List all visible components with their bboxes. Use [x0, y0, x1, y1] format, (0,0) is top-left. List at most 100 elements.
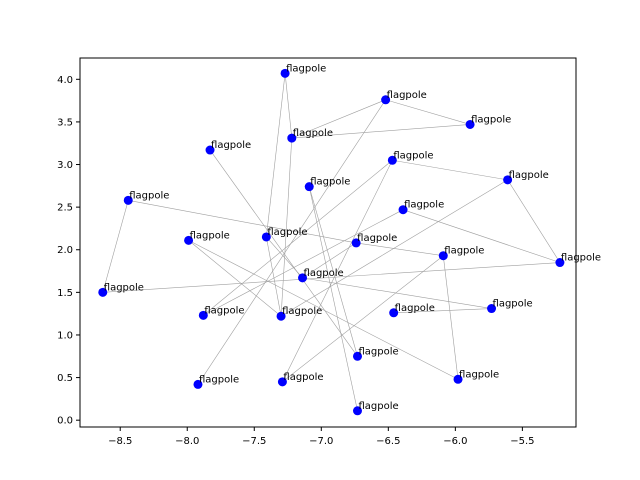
- point-label: flagpole: [387, 90, 427, 101]
- edge-line: [203, 160, 393, 316]
- point-label: flagpole: [293, 128, 333, 139]
- point-label: flagpole: [211, 140, 251, 151]
- edge-line: [302, 277, 492, 309]
- edge-line: [188, 240, 282, 317]
- plot-area-frame: [79, 57, 577, 428]
- data-point: [205, 145, 215, 155]
- edge-line: [392, 159, 508, 181]
- edge-line: [188, 240, 459, 380]
- edge-line: [302, 242, 357, 279]
- edge-line: [209, 149, 358, 357]
- edge-line: [266, 73, 286, 237]
- points-layer: [98, 68, 565, 416]
- data-point: [453, 374, 463, 384]
- edge-line: [102, 200, 129, 293]
- x-tick-label: −8.5: [108, 436, 132, 447]
- edge-line: [385, 99, 471, 125]
- point-label: flagpole: [561, 253, 601, 264]
- point-label: flagpole: [357, 233, 397, 244]
- y-tick-label: 1.0: [57, 330, 73, 341]
- edge-line: [402, 209, 561, 263]
- edge-line: [507, 179, 561, 263]
- point-label: flagpole: [104, 282, 144, 293]
- data-point: [438, 251, 448, 261]
- data-point: [123, 195, 133, 205]
- data-point: [298, 273, 308, 283]
- point-label: flagpole: [199, 374, 239, 385]
- point-label: flagpole: [286, 63, 326, 74]
- data-point: [387, 155, 397, 165]
- point-label: flagpole: [129, 190, 169, 201]
- edge-line: [291, 124, 471, 139]
- point-label: flagpole: [393, 150, 433, 161]
- data-point: [465, 119, 475, 129]
- point-label: flagpole: [310, 177, 350, 188]
- y-tick-label: 1.5: [57, 288, 73, 299]
- edge-line: [284, 73, 293, 139]
- point-labels-layer: flagpole flagpole flagpole flagpole flagpole…: [104, 63, 601, 411]
- point-label: flagpole: [404, 200, 444, 211]
- x-axis: −8.5 −8.0 −7.5 −7.0 −6.5 −6.0 −5.5: [108, 427, 535, 447]
- data-point: [98, 287, 108, 297]
- y-tick-label: 3.0: [57, 160, 73, 171]
- data-point: [503, 175, 513, 185]
- y-tick-label: 2.0: [57, 245, 73, 256]
- data-point: [280, 68, 290, 78]
- y-tick-label: 0.5: [57, 373, 73, 384]
- edge-line: [442, 255, 459, 380]
- edge-line: [266, 236, 282, 317]
- y-axis: 0.0 0.5 1.0 1.5 2.0 2.5 3.0 3.5 4.0: [57, 75, 80, 427]
- point-label: flagpole: [459, 369, 499, 380]
- edge-line: [203, 209, 404, 316]
- y-tick-label: 0.0: [57, 416, 73, 427]
- x-tick-label: −6.5: [376, 436, 400, 447]
- point-label: flagpole: [395, 303, 435, 314]
- data-point: [261, 232, 271, 242]
- point-label: flagpole: [509, 170, 549, 181]
- point-label: flagpole: [204, 305, 244, 316]
- data-point: [398, 205, 408, 215]
- edge-line: [102, 262, 560, 293]
- x-tick-label: −8.0: [175, 436, 199, 447]
- edge-line: [393, 308, 492, 314]
- point-label: flagpole: [304, 268, 344, 279]
- y-tick-label: 3.5: [57, 117, 73, 128]
- data-point: [389, 308, 399, 318]
- point-label: flagpole: [493, 299, 533, 310]
- edge-line: [282, 255, 444, 383]
- point-label: flagpole: [282, 306, 322, 317]
- data-point: [304, 182, 314, 192]
- edge-line: [308, 186, 358, 411]
- data-point: [555, 258, 565, 268]
- edge-line: [356, 242, 444, 257]
- data-point: [184, 235, 194, 245]
- y-tick-label: 4.0: [57, 75, 73, 86]
- data-point: [277, 377, 287, 387]
- point-label: flagpole: [471, 114, 511, 125]
- data-point: [276, 311, 286, 321]
- edge-line: [280, 179, 508, 317]
- edge-line: [280, 138, 293, 317]
- x-tick-label: −5.5: [510, 436, 534, 447]
- data-point: [351, 238, 361, 248]
- data-point: [193, 379, 203, 389]
- y-tick-label: 2.5: [57, 203, 73, 214]
- point-label: flagpole: [190, 230, 230, 241]
- point-label: flagpole: [358, 401, 398, 412]
- x-tick-label: −7.5: [242, 436, 266, 447]
- data-point: [198, 310, 208, 320]
- point-label: flagpole: [444, 246, 484, 257]
- point-label: flagpole: [267, 227, 307, 238]
- data-point: [381, 95, 391, 105]
- point-label: flagpole: [358, 346, 398, 357]
- point-label: flagpole: [283, 372, 323, 383]
- edge-line: [291, 99, 386, 139]
- x-tick-label: −7.0: [309, 436, 333, 447]
- edges-layer: [102, 73, 561, 411]
- edge-line: [308, 186, 358, 357]
- data-point: [287, 133, 297, 143]
- data-point: [352, 351, 362, 361]
- data-point: [352, 406, 362, 416]
